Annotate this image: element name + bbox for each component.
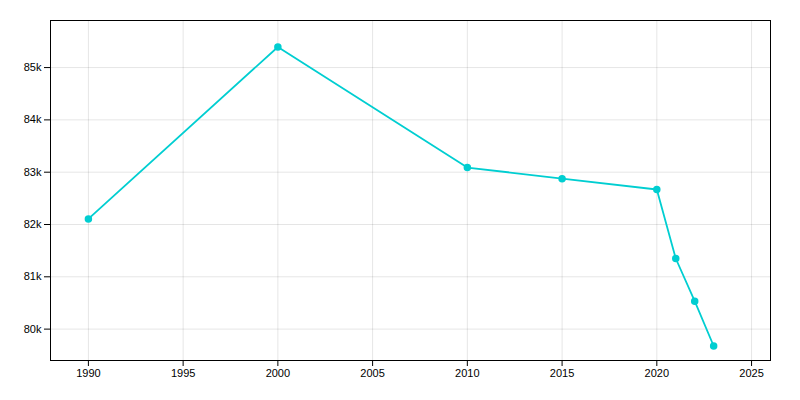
svg-text:1995: 1995 xyxy=(171,367,195,379)
svg-text:85k: 85k xyxy=(24,61,42,73)
svg-text:2010: 2010 xyxy=(455,367,479,379)
svg-text:2000: 2000 xyxy=(266,367,290,379)
svg-text:2015: 2015 xyxy=(550,367,574,379)
svg-text:81k: 81k xyxy=(24,270,42,282)
svg-text:82k: 82k xyxy=(24,218,42,230)
svg-text:84k: 84k xyxy=(24,113,42,125)
svg-text:2025: 2025 xyxy=(739,367,763,379)
svg-text:1990: 1990 xyxy=(76,367,100,379)
svg-text:83k: 83k xyxy=(24,166,42,178)
svg-text:80k: 80k xyxy=(24,323,42,335)
svg-text:2005: 2005 xyxy=(360,367,384,379)
svg-text:2020: 2020 xyxy=(645,367,669,379)
